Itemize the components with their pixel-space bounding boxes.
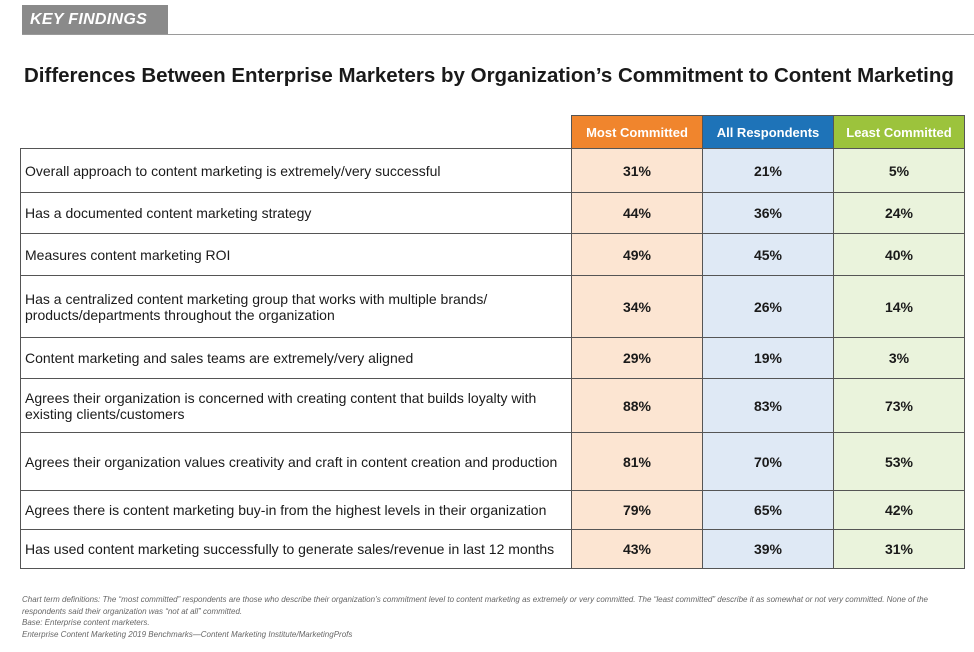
section-label: KEY FINDINGS (22, 5, 168, 34)
value-most-committed: 81% (571, 432, 703, 491)
table-row: Has a documented content marketing strat… (20, 192, 965, 234)
row-label: Overall approach to content marketing is… (20, 148, 572, 193)
row-label: Agrees their organization values creativ… (20, 432, 572, 491)
table-row: Overall approach to content marketing is… (20, 148, 965, 193)
row-label: Agrees their organization is concerned w… (20, 378, 572, 433)
value-all-respondents: 70% (702, 432, 834, 491)
section-header: KEY FINDINGS (22, 5, 974, 35)
value-least-committed: 14% (833, 275, 965, 338)
column-header-most-committed: Most Committed (571, 115, 703, 149)
table-row: Measures content marketing ROI 49% 45% 40% (20, 233, 965, 276)
column-header-all-respondents: All Respondents (702, 115, 834, 149)
value-all-respondents: 21% (702, 148, 834, 193)
value-least-committed: 42% (833, 490, 965, 530)
footnotes: Chart term definitions: The “most commit… (22, 594, 962, 640)
footnote-definitions: Chart term definitions: The “most commit… (22, 595, 929, 616)
table-row: Agrees their organization is concerned w… (20, 378, 965, 433)
value-least-committed: 73% (833, 378, 965, 433)
value-all-respondents: 45% (702, 233, 834, 276)
table-row: Content marketing and sales teams are ex… (20, 337, 965, 379)
row-label: Has a documented content marketing strat… (20, 192, 572, 234)
chart-title: Differences Between Enterprise Marketers… (24, 64, 954, 87)
row-label: Agrees there is content marketing buy-in… (20, 490, 572, 530)
value-most-committed: 88% (571, 378, 703, 433)
value-all-respondents: 65% (702, 490, 834, 530)
value-all-respondents: 26% (702, 275, 834, 338)
value-all-respondents: 36% (702, 192, 834, 234)
value-most-committed: 49% (571, 233, 703, 276)
value-least-committed: 24% (833, 192, 965, 234)
value-most-committed: 34% (571, 275, 703, 338)
row-label: Has used content marketing successfully … (20, 529, 572, 569)
value-most-committed: 44% (571, 192, 703, 234)
table-row: Agrees there is content marketing buy-in… (20, 490, 965, 530)
value-most-committed: 29% (571, 337, 703, 379)
value-least-committed: 40% (833, 233, 965, 276)
value-most-committed: 43% (571, 529, 703, 569)
value-all-respondents: 39% (702, 529, 834, 569)
footnote-base: Base: Enterprise content marketers. (22, 618, 150, 627)
value-all-respondents: 19% (702, 337, 834, 379)
row-label: Measures content marketing ROI (20, 233, 572, 276)
value-most-committed: 79% (571, 490, 703, 530)
footnote-source: Enterprise Content Marketing 2019 Benchm… (22, 629, 353, 639)
findings-table: Most Committed All Respondents Least Com… (20, 115, 965, 569)
row-label: Content marketing and sales teams are ex… (20, 337, 572, 379)
header-blank-cell (20, 115, 572, 149)
table-body: Overall approach to content marketing is… (20, 148, 965, 569)
table-row: Has used content marketing successfully … (20, 529, 965, 569)
value-least-committed: 53% (833, 432, 965, 491)
header-row: Most Committed All Respondents Least Com… (20, 115, 965, 149)
value-all-respondents: 83% (702, 378, 834, 433)
table-row: Agrees their organization values creativ… (20, 432, 965, 491)
value-most-committed: 31% (571, 148, 703, 193)
column-header-least-committed: Least Committed (833, 115, 965, 149)
value-least-committed: 3% (833, 337, 965, 379)
table-row: Has a centralized content marketing grou… (20, 275, 965, 338)
section-divider (22, 34, 974, 35)
row-label: Has a centralized content marketing grou… (20, 275, 572, 338)
value-least-committed: 5% (833, 148, 965, 193)
value-least-committed: 31% (833, 529, 965, 569)
